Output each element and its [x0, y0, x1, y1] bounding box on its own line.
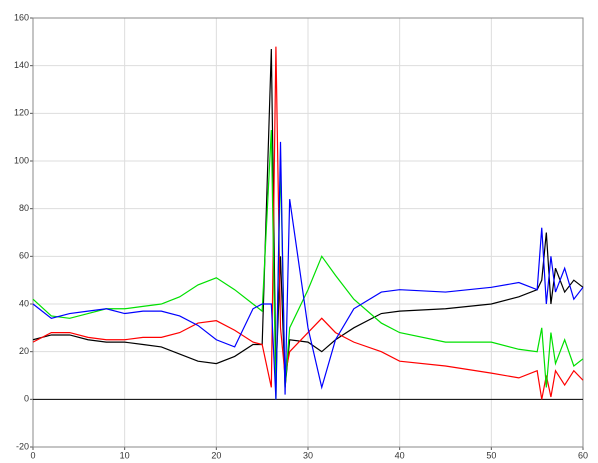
x-tick-label: 20 [211, 450, 221, 460]
x-tick-label: 40 [395, 450, 405, 460]
x-tick-label: 50 [486, 450, 496, 460]
x-tick-label: 60 [578, 450, 588, 460]
y-tick-label: 100 [14, 155, 29, 165]
x-tick-label: 0 [30, 450, 35, 460]
y-tick-label: -20 [16, 441, 29, 451]
plot-frame [32, 17, 584, 448]
y-tick-label: 80 [19, 203, 29, 213]
y-tick-label: 60 [19, 251, 29, 261]
y-tick-label: 0 [24, 394, 29, 404]
y-tick-label: 120 [14, 108, 29, 118]
series-line [32, 129, 584, 400]
x-tick-label: 10 [120, 450, 130, 460]
y-tick-label: 140 [14, 60, 29, 70]
x-tick-label: 30 [303, 450, 313, 460]
y-tick-label: 40 [19, 298, 29, 308]
y-tick-label: 160 [14, 12, 29, 22]
y-tick-label: 20 [19, 346, 29, 356]
series-line [32, 141, 584, 400]
